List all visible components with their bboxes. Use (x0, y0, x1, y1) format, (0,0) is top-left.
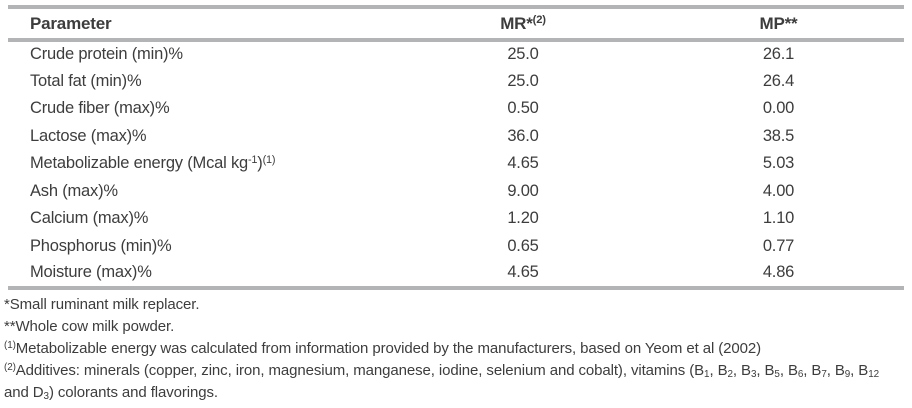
mr-value-cell: 36.0 (507, 126, 539, 145)
table-row: Phosphorus (min)% 0.65 0.77 (8, 233, 904, 261)
text-fragment: Additives: minerals (copper, zinc, iron,… (15, 361, 705, 379)
text-fragment: Lactose (max)% (30, 126, 147, 145)
table-body: Crude protein (min)% 25.0 26.1 Total fat (m… (8, 40, 904, 288)
table-row: Moisture (max)% 4.65 4.86 (8, 260, 904, 288)
footnote: **Whole cow milk powder. (4, 316, 906, 338)
text-fragment: , B (850, 361, 869, 379)
mr-value-cell: 4.65 (507, 154, 539, 173)
parameter-cell: Crude fiber (max)% (8, 95, 393, 123)
text-fragment: Ash (max)% (30, 181, 118, 200)
mp-value-cell: 1.10 (762, 209, 795, 228)
mp-value-cell: 38.5 (762, 126, 795, 145)
mr-value-cell: 4.65 (507, 263, 539, 282)
text-fragment: Total fat (min)% (30, 71, 142, 90)
table-header-row: Parameter MR*(2) MP** (8, 7, 904, 42)
column-header-mr: MR*(2) (393, 7, 653, 42)
text-fragment: Parameter (30, 13, 112, 33)
sub-fragment: 6 (797, 369, 804, 381)
parameter-cell: Phosphorus (min)% (8, 233, 393, 261)
table-footnotes: *Small ruminant milk replacer. **Whole co… (4, 294, 906, 404)
text-fragment: , B (709, 361, 728, 379)
sup-fragment: (2) (4, 362, 16, 374)
parameter-cell: Calcium (max)% (8, 205, 393, 233)
text-fragment: Calcium (max)% (30, 209, 149, 228)
text-fragment: , B (732, 361, 751, 379)
sub-fragment: 9 (844, 369, 851, 381)
text-fragment: Crude fiber (max)% (30, 99, 170, 118)
sub-fragment: 12 (868, 369, 880, 381)
text-fragment: MP** (759, 13, 798, 33)
sup-fragment: (1) (4, 340, 16, 352)
parameter-cell: Ash (max)% (8, 178, 393, 206)
mp-value-cell: 26.4 (762, 71, 795, 90)
text-fragment: MR* (500, 13, 533, 33)
column-header-mp: MP** (653, 7, 904, 42)
mp-value-cell: 5.03 (762, 154, 795, 173)
sub-fragment: 3 (750, 369, 757, 381)
sup-fragment: (1) (262, 154, 276, 167)
mr-value-cell: 0.50 (507, 99, 539, 118)
text-fragment: and D (4, 383, 44, 401)
text-fragment: , B (826, 361, 845, 379)
footnote: *Small ruminant milk replacer. (4, 294, 906, 316)
table-row: Metabolizable energy (Mcal kg-1)(1) 4.65 5… (8, 150, 904, 178)
mr-value-cell: 25.0 (507, 71, 539, 90)
text-fragment: ) (257, 154, 263, 173)
parameter-cell: Lactose (max)% (8, 123, 393, 151)
text-fragment: , B (803, 361, 822, 379)
table-row: Calcium (max)% 1.20 1.10 (8, 205, 904, 233)
table-row: Lactose (max)% 36.0 38.5 (8, 123, 904, 151)
footnote: (1)Metabolizable energy was calculated f… (4, 338, 906, 360)
sub-fragment: 5 (774, 369, 780, 381)
composition-table: Parameter MR*(2) MP** Crude protein (min)%… (8, 5, 904, 290)
parameter-cell: Moisture (max)% (8, 260, 393, 288)
text-fragment: Crude protein (min)% (30, 45, 183, 64)
parameter-cell: Total fat (min)% (8, 68, 393, 96)
parameter-cell: Metabolizable energy (Mcal kg-1)(1) (8, 150, 393, 178)
text-fragment: , B (779, 361, 798, 379)
mp-value-cell: 4.86 (762, 263, 795, 282)
table-header: Parameter MR*(2) MP** (8, 7, 904, 42)
parameter-cell: Crude protein (min)% (8, 40, 393, 68)
table-row: Crude fiber (max)% 0.50 0.00 (8, 95, 904, 123)
mp-value-cell: 0.77 (762, 236, 795, 255)
text-fragment: Metabolizable energy was calculated from… (15, 339, 762, 357)
text-fragment: **Whole cow milk powder. (4, 317, 175, 335)
text-fragment: Metabolizable energy (Mcal kg (30, 154, 248, 173)
mr-value-cell: 9.00 (507, 181, 539, 200)
text-fragment: ) colorants and flavorings. (48, 383, 218, 401)
sup-fragment: (2) (532, 14, 546, 27)
sub-fragment: 1 (704, 369, 710, 381)
mp-value-cell: 4.00 (762, 181, 795, 200)
table-row: Total fat (min)% 25.0 26.4 (8, 68, 904, 96)
table-row: Ash (max)% 9.00 4.00 (8, 178, 904, 206)
text-fragment: , B (756, 361, 775, 379)
text-fragment: *Small ruminant milk replacer. (4, 295, 200, 313)
mp-value-cell: 0.00 (762, 99, 795, 118)
sub-fragment: 2 (727, 369, 734, 381)
mr-value-cell: 0.65 (507, 236, 539, 255)
sub-fragment: 3 (43, 391, 50, 403)
footnote: (2)Additives: minerals (copper, zinc, ir… (4, 360, 906, 404)
mp-value-cell: 26.1 (762, 45, 795, 64)
sub-fragment: 7 (821, 369, 827, 381)
text-fragment: Moisture (max)% (30, 263, 152, 282)
table-row: Crude protein (min)% 25.0 26.1 (8, 40, 904, 68)
sup-fragment: -1 (247, 154, 258, 167)
text-fragment: Phosphorus (min)% (30, 236, 172, 255)
mr-value-cell: 25.0 (507, 45, 539, 64)
mr-value-cell: 1.20 (507, 209, 539, 228)
column-header-parameter: Parameter (8, 7, 393, 42)
